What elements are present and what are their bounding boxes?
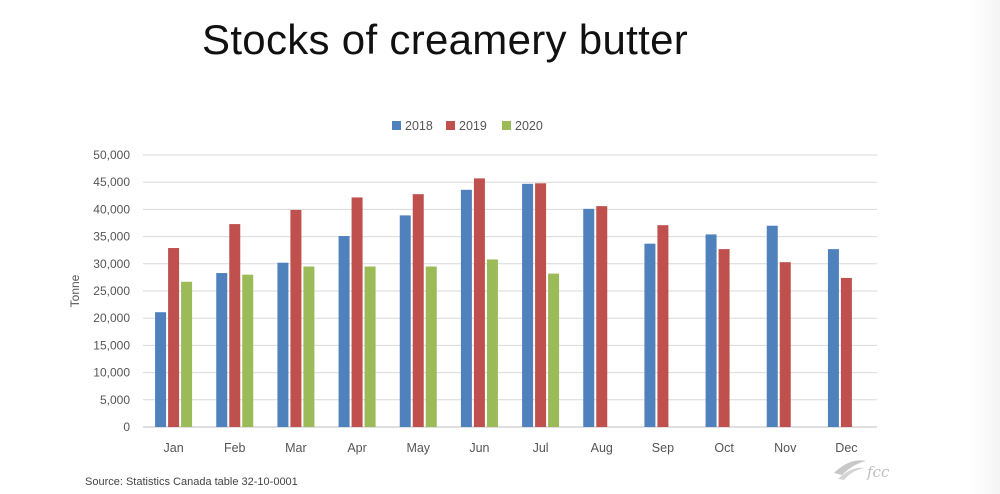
y-tick-label: 50,000 [93, 148, 130, 162]
bar-2019-dec [840, 277, 852, 427]
bar-2018-may [399, 215, 411, 427]
bar-2020-apr [364, 266, 376, 427]
legend-label-2020: 2020 [515, 119, 543, 133]
bar-2019-jun [473, 178, 485, 427]
bar-2019-apr [351, 197, 363, 427]
y-axis-ticks: 0 5,000 10,000 15,000 20,000 25,000 30,000 35,0… [93, 148, 130, 434]
x-tick-label: Oct [714, 441, 734, 455]
fcc-logo: fcc [834, 460, 890, 481]
legend-swatch-2019 [446, 121, 455, 130]
bar-2018-feb [216, 273, 228, 427]
bar-2019-nov [779, 262, 791, 427]
bar-2020-feb [242, 274, 254, 427]
y-tick-label: 20,000 [93, 311, 130, 325]
bar-2019-aug [596, 206, 608, 427]
legend: 2018 2019 2020 [392, 119, 543, 133]
x-tick-label: May [406, 441, 430, 455]
bar-2020-jun [486, 259, 498, 427]
bar-2019-sep [657, 225, 669, 427]
bars [155, 178, 852, 427]
y-tick-label: 45,000 [93, 175, 130, 189]
x-axis-ticks: Jan Feb Mar Apr May Jun Jul Aug Sep Oct Nov Dec [164, 441, 858, 455]
bar-2019-jan [168, 248, 180, 427]
page-title: Stocks of creamery butter [202, 16, 689, 63]
bar-2020-mar [303, 266, 315, 427]
bar-2018-jan [155, 312, 167, 427]
x-tick-label: Apr [347, 441, 366, 455]
y-tick-label: 25,000 [93, 284, 130, 298]
legend-swatch-2018 [392, 121, 401, 130]
bar-2019-jul [535, 183, 547, 427]
y-tick-label: 30,000 [93, 257, 130, 271]
bar-2018-dec [827, 249, 839, 427]
x-tick-label: Jul [533, 441, 549, 455]
gridlines [143, 154, 877, 428]
legend-swatch-2020 [502, 121, 511, 130]
bar-2018-apr [338, 236, 350, 427]
y-tick-label: 40,000 [93, 202, 130, 216]
bar-2020-jul [548, 273, 560, 427]
bar-2019-feb [229, 224, 241, 427]
x-tick-label: Dec [835, 441, 857, 455]
bar-2018-mar [277, 262, 289, 427]
x-tick-label: Jan [164, 441, 184, 455]
source-note: Source: Statistics Canada table 32-10-00… [85, 476, 298, 488]
bar-2019-oct [718, 249, 730, 427]
legend-label-2019: 2019 [459, 119, 487, 133]
x-tick-label: Nov [774, 441, 797, 455]
bar-2018-sep [644, 243, 656, 427]
bar-2020-may [425, 266, 437, 427]
bar-2018-jun [460, 189, 472, 427]
bar-2018-aug [583, 208, 595, 427]
x-tick-label: Mar [285, 441, 307, 455]
slide-edge-shadow [970, 0, 1000, 494]
bar-2018-oct [705, 234, 717, 427]
x-tick-label: Jun [469, 441, 489, 455]
bar-2018-jul [522, 183, 534, 427]
bar-2020-jan [181, 281, 193, 427]
y-tick-label: 15,000 [93, 338, 130, 352]
svg-text:fcc: fcc [866, 463, 890, 481]
x-tick-label: Aug [591, 441, 613, 455]
y-tick-label: 5,000 [100, 393, 130, 407]
y-axis-title: Tonne [68, 274, 82, 307]
y-tick-label: 35,000 [93, 230, 130, 244]
x-tick-label: Sep [652, 441, 674, 455]
y-tick-label: 10,000 [93, 366, 130, 380]
legend-label-2018: 2018 [405, 119, 433, 133]
bar-2019-mar [290, 209, 302, 427]
bar-2018-nov [766, 225, 778, 427]
x-tick-label: Feb [224, 441, 246, 455]
bar-2019-may [412, 194, 424, 427]
y-tick-label: 0 [123, 420, 130, 434]
